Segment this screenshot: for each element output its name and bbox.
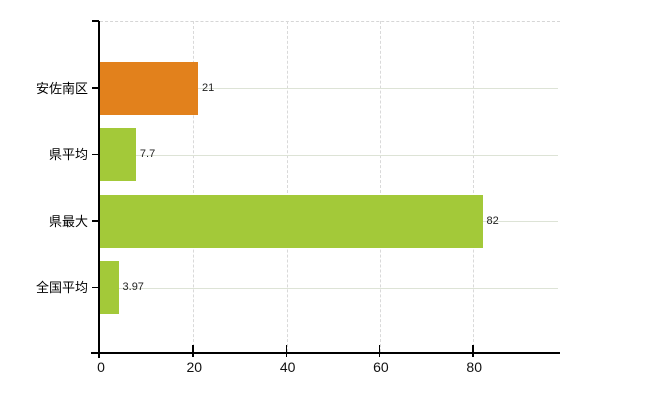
x-tick-40 [285, 345, 288, 357]
x-tick-60 [378, 345, 381, 357]
x-tick-label-60: 60 [373, 359, 389, 375]
bar-2[interactable] [100, 194, 483, 248]
category-tick-1 [92, 153, 99, 156]
horizontal-gridline-row-3 [100, 287, 558, 289]
bar-1[interactable] [100, 128, 136, 182]
category-tick-2 [92, 220, 99, 222]
bar-value-label-3: 3.97 [122, 281, 144, 294]
x-tick-label-80: 80 [466, 359, 483, 375]
category-label-0: 安佐南区 [35, 80, 88, 96]
category-label-1: 県平均 [48, 147, 88, 163]
vertical-gridline-40 [286, 21, 288, 352]
vertical-gridline-60 [379, 21, 381, 352]
y-axis [98, 21, 100, 358]
x-tick-20 [192, 345, 194, 357]
x-tick-80 [472, 345, 474, 357]
plot-top-border [100, 21, 560, 22]
bar-value-label-0: 21 [201, 81, 215, 94]
x-tick-label-0: 0 [97, 359, 105, 375]
category-tick-3 [92, 286, 99, 289]
vertical-gridline-80 [473, 21, 475, 352]
x-tick-label-20: 20 [186, 359, 203, 375]
category-label-2: 県最大 [48, 213, 88, 229]
horizontal-gridline-row-1 [100, 154, 558, 156]
y-axis-top-cap-tick [92, 20, 99, 22]
bar-0[interactable] [100, 61, 198, 115]
x-tick-label-40: 40 [279, 359, 296, 375]
vertical-gridline-20 [193, 21, 195, 352]
bar-3[interactable] [100, 261, 119, 315]
bar-value-label-1: 7.7 [139, 148, 156, 161]
horizontal-gridline-row-0 [100, 88, 558, 89]
bar-value-label-2: 82 [486, 214, 499, 227]
category-label-3: 全国平均 [35, 280, 88, 296]
x-axis [91, 352, 560, 354]
category-tick-0 [92, 87, 99, 89]
